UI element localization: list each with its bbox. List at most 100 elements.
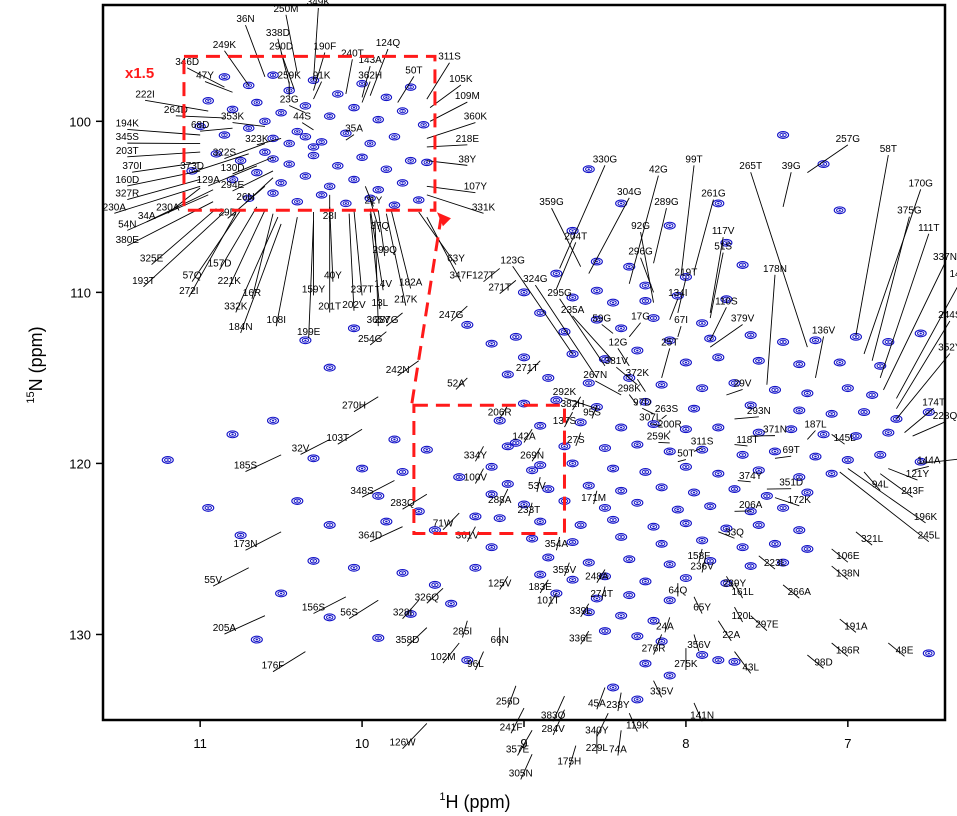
- inset-peak-contour-mid: [261, 119, 269, 124]
- x-axis-title-sup: 1: [439, 791, 445, 803]
- peak-label: 205A: [213, 623, 237, 634]
- peak-contour-outer: [768, 539, 782, 548]
- peak-contour-outer: [598, 572, 612, 581]
- peak-contour-core: [757, 469, 760, 472]
- peak-label: 353K: [221, 112, 245, 123]
- leader-line: [750, 615, 768, 631]
- leader-line: [191, 210, 242, 282]
- inset-peak-contour-mid: [269, 72, 277, 78]
- peak-contour-core: [547, 488, 550, 490]
- peak-label: 183E: [529, 582, 553, 593]
- leader-line: [580, 630, 590, 645]
- peak-label: 218E: [456, 134, 480, 145]
- peak-label: 230A: [103, 202, 127, 213]
- peak: [420, 445, 433, 454]
- peak-label: 249K: [213, 40, 237, 51]
- peak: [647, 616, 660, 625]
- peak-contour-mid: [471, 514, 480, 519]
- leader-line: [275, 217, 298, 327]
- peak-contour-mid: [520, 289, 528, 295]
- peak-label: 97D: [633, 397, 651, 408]
- inset-peak-contour-outer: [267, 189, 279, 197]
- peak-label: 230A: [156, 202, 180, 213]
- peak-contour-outer: [631, 632, 644, 641]
- inset-peak-contour-mid: [253, 170, 261, 175]
- peak-contour-core: [603, 358, 607, 360]
- peak-label: 119K: [626, 721, 649, 732]
- peak-contour-mid: [625, 375, 633, 381]
- peak-contour-core: [838, 361, 841, 364]
- inset-peak-contour-outer: [275, 109, 287, 117]
- peak: [768, 539, 782, 548]
- inset-peak-contour-core: [223, 134, 226, 136]
- leader-line: [204, 81, 233, 93]
- peak: [704, 502, 717, 511]
- leader-line: [750, 172, 808, 348]
- inset-peak-contour-mid: [302, 173, 309, 179]
- inset-peak-contour-core: [385, 96, 388, 99]
- peak-contour-mid: [544, 375, 552, 381]
- peak-label: 206R: [488, 408, 512, 419]
- inset-peak-contour-core: [336, 165, 339, 167]
- peak-label: 305N: [509, 768, 533, 779]
- inset-peak-contour-mid: [326, 184, 333, 189]
- inset-peak-contour-core: [401, 110, 404, 112]
- peak-label: 204T: [564, 231, 587, 242]
- peak: [590, 315, 603, 324]
- leader-line: [693, 447, 703, 452]
- peak: [574, 521, 587, 529]
- inset-peak: [267, 71, 279, 79]
- peak-contour-core: [506, 373, 510, 376]
- peak-contour-mid: [601, 445, 609, 451]
- inset-peak-contour-core: [401, 182, 404, 184]
- peak-contour-mid: [852, 433, 860, 439]
- peak-contour-mid: [730, 486, 739, 492]
- inset-peak-contour-mid: [245, 83, 253, 88]
- peak-contour-outer: [307, 556, 320, 565]
- leader-line: [831, 642, 849, 657]
- peak-contour-core: [352, 566, 356, 569]
- peak-contour-outer: [728, 379, 741, 387]
- peak-label: 91K: [313, 71, 331, 82]
- inset-peak-contour-mid: [407, 84, 414, 90]
- inset-peak-contour-mid: [374, 187, 382, 192]
- peak-contour-mid: [625, 592, 633, 598]
- peak-label: 323K: [245, 134, 269, 145]
- peak-label: 13L: [372, 298, 389, 309]
- leader-line: [374, 220, 379, 327]
- peak-contour-outer: [607, 515, 620, 524]
- peak: [266, 416, 280, 425]
- leader-line: [596, 712, 609, 737]
- peak-contour-mid: [706, 558, 714, 564]
- peak-label: 99T: [685, 154, 702, 165]
- peak-label: 42G: [649, 165, 668, 176]
- peak-contour-outer: [752, 466, 765, 475]
- leader-line: [313, 596, 347, 614]
- peak-contour-core: [919, 332, 922, 335]
- peak: [760, 491, 773, 500]
- peak-contour-core: [417, 510, 420, 513]
- leader-line: [636, 378, 646, 392]
- peak: [720, 524, 733, 533]
- inset-peak-contour-outer: [315, 138, 328, 146]
- peak-contour-mid: [520, 354, 528, 360]
- peak-label: 138N: [836, 568, 860, 579]
- inset-peak-contour-core: [231, 108, 234, 111]
- peak-contour-core: [538, 424, 542, 427]
- peak: [793, 406, 806, 415]
- inset-peak-contour-core: [328, 185, 331, 188]
- peak-contour-core: [757, 431, 760, 434]
- peak-label: 173N: [234, 539, 258, 550]
- inset-peak-contour-core: [344, 132, 347, 134]
- peak-contour-outer: [323, 521, 336, 529]
- peak: [639, 577, 652, 586]
- inset-peak-contour-core: [417, 199, 420, 201]
- inset-peak-contour-mid: [277, 110, 285, 115]
- peak-label: 263S: [655, 404, 679, 415]
- inset-peak: [364, 139, 376, 148]
- peak-contour-outer: [420, 445, 433, 454]
- leader-line: [186, 67, 225, 88]
- peak-contour-core: [636, 635, 639, 637]
- peak-contour-outer: [696, 536, 709, 545]
- peak-label: 356V: [687, 640, 711, 651]
